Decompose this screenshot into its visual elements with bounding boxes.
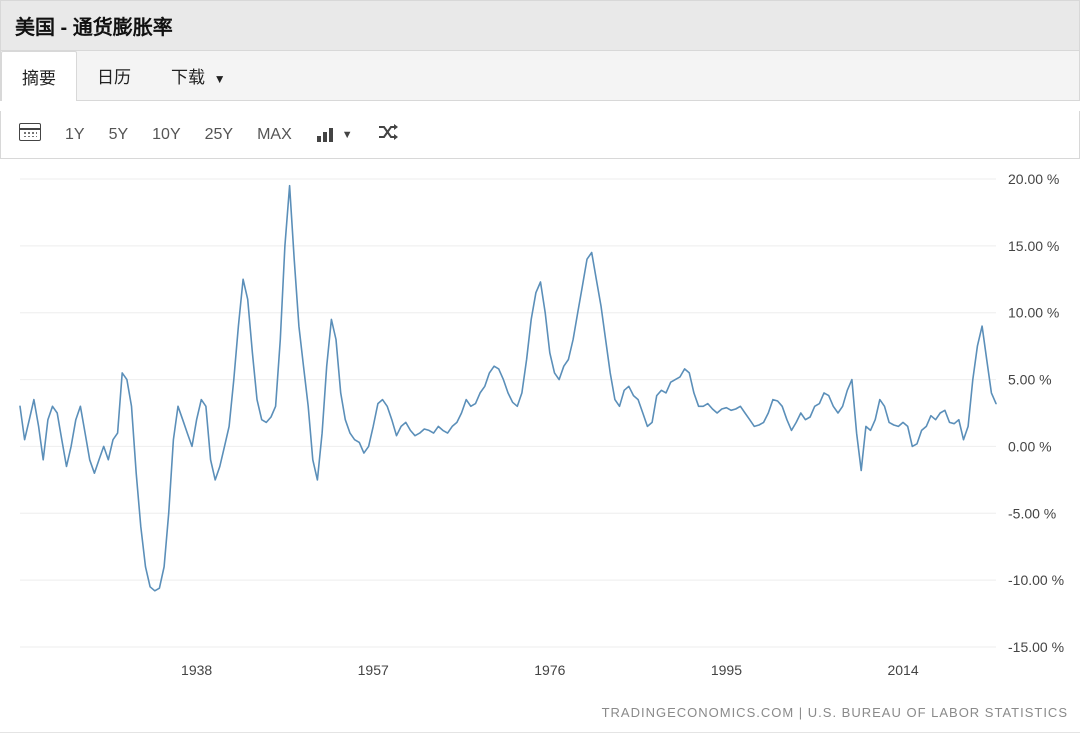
chart-type-selector[interactable]: ▼ [316, 127, 353, 143]
range-10y-button[interactable]: 10Y [152, 126, 180, 144]
tab-download[interactable]: 下载 ▼ [151, 51, 246, 100]
tab-summary[interactable]: 摘要 [1, 51, 77, 101]
tab-label: 摘要 [22, 69, 56, 88]
svg-text:-15.00 %: -15.00 % [1008, 639, 1064, 655]
svg-text:1957: 1957 [358, 662, 389, 678]
svg-text:5.00 %: 5.00 % [1008, 372, 1052, 388]
svg-text:1976: 1976 [534, 662, 565, 678]
column-chart-icon [316, 127, 336, 143]
range-25y-button[interactable]: 25Y [205, 126, 233, 144]
tab-calendar[interactable]: 日历 [77, 51, 151, 100]
tab-label: 日历 [97, 68, 131, 87]
svg-text:1938: 1938 [181, 662, 212, 678]
range-1y-button[interactable]: 1Y [65, 126, 85, 144]
page-title: 美国 - 通货膨胀率 [15, 17, 173, 39]
tab-label: 下载 [171, 68, 205, 87]
range-max-button[interactable]: MAX [257, 126, 292, 144]
svg-text:15.00 %: 15.00 % [1008, 238, 1059, 254]
svg-text:10.00 %: 10.00 % [1008, 305, 1059, 321]
svg-text:-10.00 %: -10.00 % [1008, 572, 1064, 588]
svg-text:-5.00 %: -5.00 % [1008, 505, 1056, 521]
inflation-chart: -15.00 % -10.00 % -5.00 % 0.00 % 5.00 % 10.00… [0, 159, 1080, 699]
calendar-icon[interactable] [19, 123, 41, 146]
chevron-down-icon: ▼ [214, 72, 226, 86]
chart-container: -15.00 % -10.00 % -5.00 % 0.00 % 5.00 % 10.00… [0, 159, 1080, 699]
chevron-down-icon: ▼ [342, 129, 353, 141]
svg-text:1995: 1995 [711, 662, 742, 678]
tabs-row: 摘要 日历 下载 ▼ [0, 51, 1080, 101]
title-bar: 美国 - 通货膨胀率 [0, 0, 1080, 51]
attribution-text: TRADINGECONOMICS.COM | U.S. BUREAU OF LA… [0, 699, 1080, 733]
chart-toolbar: 1Y 5Y 10Y 25Y MAX ▼ [0, 111, 1080, 159]
svg-text:2014: 2014 [887, 662, 918, 678]
range-5y-button[interactable]: 5Y [109, 126, 129, 144]
svg-text:20.00 %: 20.00 % [1008, 171, 1059, 187]
svg-text:0.00 %: 0.00 % [1008, 438, 1052, 454]
compare-icon[interactable] [377, 123, 399, 146]
